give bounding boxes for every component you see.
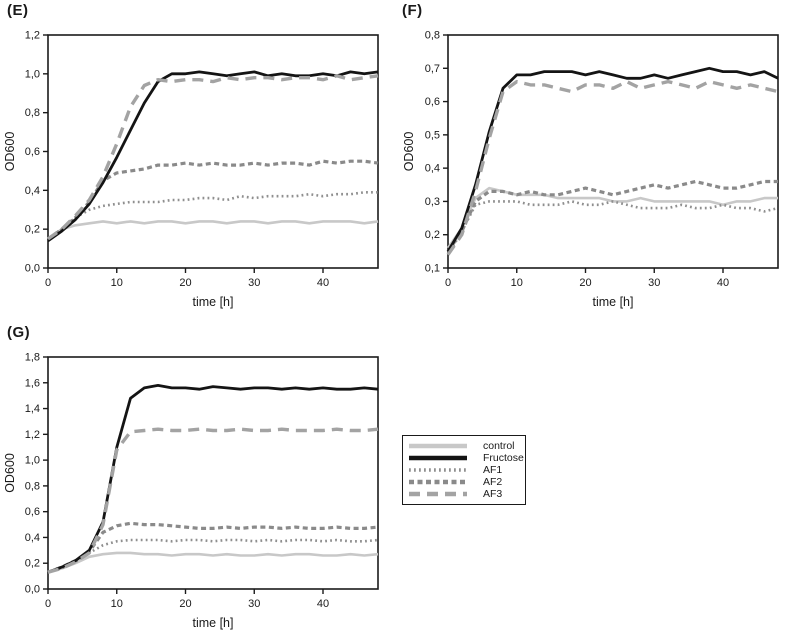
x-tick-label: 20 (179, 277, 191, 289)
series-line-control (446, 186, 778, 249)
y-tick-label: 0,1 (425, 263, 440, 275)
y-tick-label: 0,6 (425, 96, 440, 108)
panel-G: 0,0 0,2 0,4 0,6 0,8 1,0 1,2 1,4 1,6 1,8 0 10 20 30 40 t… (0, 322, 395, 642)
y-tick-label: 1,0 (25, 68, 40, 80)
legend-item-control: control (409, 440, 525, 452)
y-tick-label: 0,2 (25, 224, 40, 236)
x-axis-label: time [h] (193, 295, 234, 309)
x-tick-label: 0 (445, 277, 451, 289)
plot-border (447, 34, 779, 269)
y-tick-label: 0,3 (425, 196, 440, 208)
legend-item-fructose: Fructose (409, 452, 525, 464)
y-tick-label: 0,4 (25, 185, 40, 197)
series-line-control (47, 220, 379, 240)
legend-item-af2: AF2 (409, 476, 525, 488)
af3-line-swatch (409, 491, 467, 497)
chart-G-svg: 0,0 0,2 0,4 0,6 0,8 1,0 1,2 1,4 1,6 1,8 0 10 20 30 40 t… (3, 352, 379, 630)
series-line-fructose (47, 70, 379, 242)
panel-title-F: (F) (402, 2, 423, 19)
y-axis-label: OD600 (3, 453, 17, 493)
series-line-af1 (446, 200, 779, 256)
panel-title-E: (E) (7, 2, 29, 19)
y-tick-label: 1,0 (25, 455, 40, 467)
legend-label-control: control (483, 439, 515, 452)
x-axis-ticks: 0 10 20 30 40 (445, 268, 729, 289)
fructose-line-swatch (409, 455, 467, 461)
series-line-af3 (47, 427, 379, 574)
panel-E: 0,0 0,2 0,4 0,6 0,8 1,0 1,2 0 10 20 30 40 time [h] OD… (0, 0, 395, 320)
y-tick-label: 0,2 (25, 558, 40, 570)
y-tick-label: 0,6 (25, 506, 40, 518)
y-tick-label: 0,8 (25, 107, 40, 119)
y-axis-ticks: 0,0 0,2 0,4 0,6 0,8 1,0 1,2 1,4 1,6 1,8 (25, 352, 48, 596)
y-axis-ticks: 0,0 0,2 0,4 0,6 0,8 1,0 1,2 (25, 30, 48, 275)
x-tick-label: 10 (111, 277, 123, 289)
y-tick-label: 0,8 (25, 480, 40, 492)
y-tick-label: 1,6 (25, 377, 40, 389)
legend-item-af3: AF3 (409, 488, 525, 500)
x-tick-label: 0 (45, 277, 51, 289)
x-tick-label: 40 (317, 598, 329, 610)
y-tick-label: 0,8 (425, 30, 440, 42)
y-axis-ticks: 0,1 0,2 0,3 0,4 0,5 0,6 0,7 0,8 (425, 30, 448, 275)
y-tick-label: 1,2 (25, 429, 40, 441)
legend-item-af1: AF1 (409, 464, 525, 476)
y-tick-label: 0,7 (425, 63, 440, 75)
x-tick-label: 10 (511, 277, 523, 289)
y-tick-label: 0,5 (425, 129, 440, 141)
chart-E-svg: 0,0 0,2 0,4 0,6 0,8 1,0 1,2 0 10 20 30 40 time [h] OD… (3, 30, 379, 309)
x-tick-label: 40 (717, 277, 729, 289)
series-line-af2 (47, 159, 379, 241)
legend-label-af1: AF1 (483, 463, 503, 476)
x-axis-label: time [h] (593, 295, 634, 309)
y-tick-label: 0,0 (25, 584, 40, 596)
x-tick-label: 20 (579, 277, 591, 289)
x-tick-label: 30 (648, 277, 660, 289)
series-line-fructose (47, 384, 379, 574)
series-line-control (47, 551, 379, 574)
plot-border (47, 356, 379, 590)
y-tick-label: 1,4 (25, 403, 40, 415)
legend-label-af2: AF2 (483, 475, 503, 488)
x-tick-label: 10 (111, 598, 123, 610)
y-tick-label: 0,2 (425, 229, 440, 241)
y-tick-label: 1,8 (25, 352, 40, 364)
legend-box: control Fructose AF1 AF2 AF3 (402, 435, 526, 505)
x-tick-label: 20 (179, 598, 191, 610)
x-axis-ticks: 0 10 20 30 40 (45, 268, 329, 289)
y-axis-label: OD600 (3, 132, 17, 172)
x-tick-label: 40 (317, 277, 329, 289)
y-axis-label: OD600 (402, 132, 416, 172)
plot-border (47, 34, 379, 269)
panel-title-G: (G) (7, 324, 31, 341)
series-line-fructose (446, 66, 779, 253)
series-line-af3 (47, 74, 379, 241)
series-line-af1 (47, 538, 379, 574)
y-tick-label: 1,2 (25, 30, 40, 42)
chart-F-svg: 0,1 0,2 0,3 0,4 0,5 0,6 0,7 0,8 0 10 20 30 40 time [h… (402, 30, 779, 309)
y-tick-label: 0,4 (425, 163, 440, 175)
x-tick-label: 30 (248, 598, 260, 610)
legend-label-af3: AF3 (483, 487, 503, 500)
legend-label-fructose: Fructose (483, 451, 524, 464)
y-tick-label: 0,4 (25, 532, 40, 544)
series-line-af3 (446, 79, 779, 256)
panel-F: 0,1 0,2 0,3 0,4 0,5 0,6 0,7 0,8 0 10 20 30 40 time [h… (395, 0, 795, 320)
x-axis-label: time [h] (193, 616, 234, 630)
series-line-af1 (47, 191, 378, 240)
x-tick-label: 0 (45, 598, 51, 610)
x-axis-ticks: 0 10 20 30 40 (45, 589, 329, 610)
series-line-af2 (446, 179, 778, 253)
af1-line-swatch (409, 468, 467, 472)
y-tick-label: 0,6 (25, 146, 40, 158)
control-line-swatch (409, 443, 467, 449)
y-tick-label: 0,0 (25, 263, 40, 275)
af2-line-swatch (409, 479, 467, 485)
series-line-af2 (47, 521, 379, 574)
x-tick-label: 30 (248, 277, 260, 289)
